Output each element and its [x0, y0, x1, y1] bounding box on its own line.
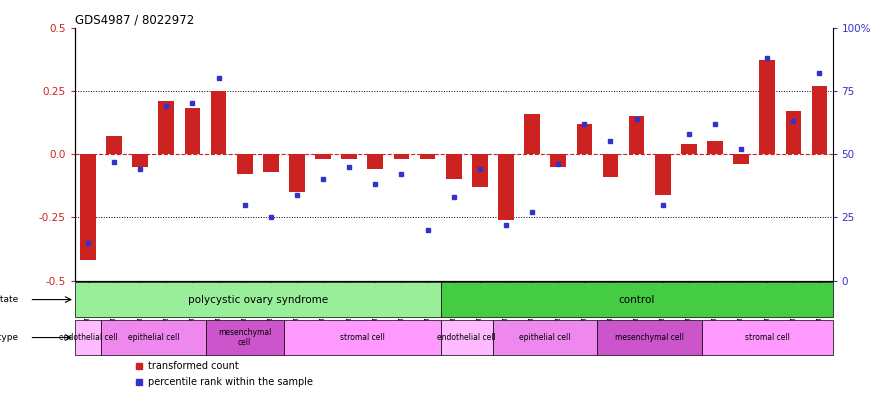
Bar: [80, 154, 96, 260]
Bar: [419, 154, 435, 159]
Text: transformed count: transformed count: [148, 361, 239, 371]
Bar: [597, 320, 702, 355]
Bar: [629, 116, 644, 154]
Bar: [707, 141, 722, 154]
Bar: [786, 111, 801, 154]
Bar: [205, 320, 284, 355]
Bar: [107, 136, 122, 154]
Bar: [472, 154, 488, 187]
Bar: [315, 154, 331, 159]
Bar: [132, 154, 148, 167]
Bar: [702, 320, 833, 355]
Text: endothelial cell: endothelial cell: [437, 333, 496, 342]
Text: mesenchymal cell: mesenchymal cell: [615, 333, 685, 342]
Text: control: control: [618, 295, 655, 305]
Bar: [524, 114, 540, 154]
Text: GDS4987 / 8022972: GDS4987 / 8022972: [75, 13, 194, 26]
Bar: [211, 91, 226, 154]
Bar: [75, 282, 440, 317]
Bar: [733, 154, 749, 164]
Bar: [341, 154, 357, 159]
Bar: [655, 154, 670, 195]
Bar: [284, 320, 440, 355]
Bar: [440, 282, 833, 317]
Bar: [551, 154, 566, 167]
Bar: [394, 154, 410, 159]
Text: epithelial cell: epithelial cell: [520, 333, 571, 342]
Bar: [367, 154, 383, 169]
Bar: [289, 154, 305, 192]
Text: endothelial cell: endothelial cell: [58, 333, 117, 342]
Bar: [237, 154, 253, 174]
Bar: [440, 320, 492, 355]
Text: disease state: disease state: [0, 295, 19, 304]
Bar: [101, 320, 205, 355]
Bar: [603, 154, 618, 177]
Bar: [811, 86, 827, 154]
Text: epithelial cell: epithelial cell: [128, 333, 179, 342]
Text: cell type: cell type: [0, 333, 19, 342]
Text: mesenchymal
cell: mesenchymal cell: [218, 328, 271, 347]
Bar: [498, 154, 514, 220]
Bar: [446, 154, 462, 179]
Bar: [681, 144, 697, 154]
Bar: [492, 320, 597, 355]
Text: stromal cell: stromal cell: [744, 333, 789, 342]
Bar: [75, 320, 101, 355]
Bar: [576, 124, 592, 154]
Text: stromal cell: stromal cell: [340, 333, 385, 342]
Bar: [159, 101, 174, 154]
Bar: [263, 154, 278, 172]
Bar: [185, 108, 200, 154]
Text: percentile rank within the sample: percentile rank within the sample: [148, 377, 314, 387]
Bar: [759, 61, 775, 154]
Text: polycystic ovary syndrome: polycystic ovary syndrome: [188, 295, 328, 305]
